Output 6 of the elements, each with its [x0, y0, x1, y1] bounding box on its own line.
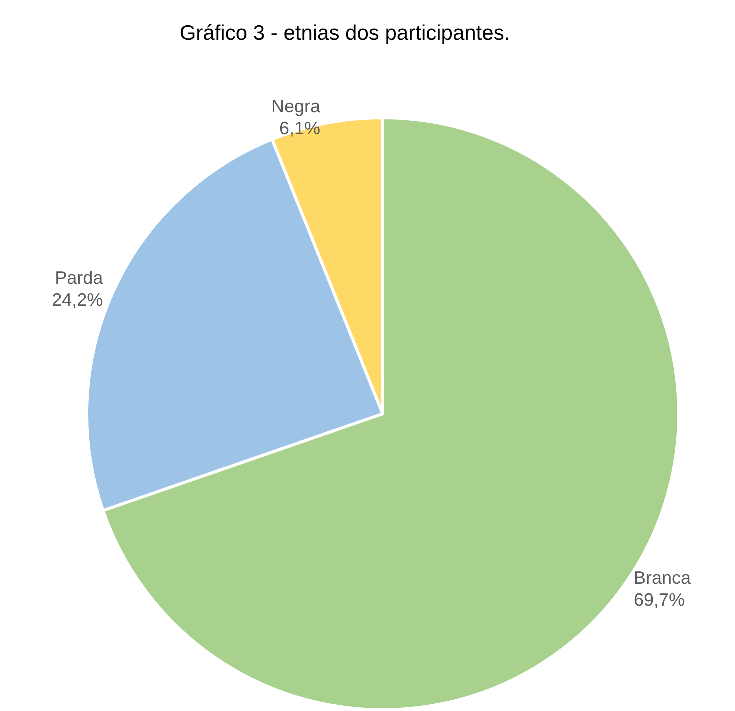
slice-label: Negra	[271, 96, 322, 117]
slice-label: Branca	[634, 568, 692, 588]
chart-title: Gráfico 3 - etnias dos participantes.	[180, 22, 510, 45]
data-label: 24,2%	[52, 290, 104, 310]
data-label: 69,7%	[634, 590, 686, 610]
slice-label: Parda	[55, 268, 104, 288]
